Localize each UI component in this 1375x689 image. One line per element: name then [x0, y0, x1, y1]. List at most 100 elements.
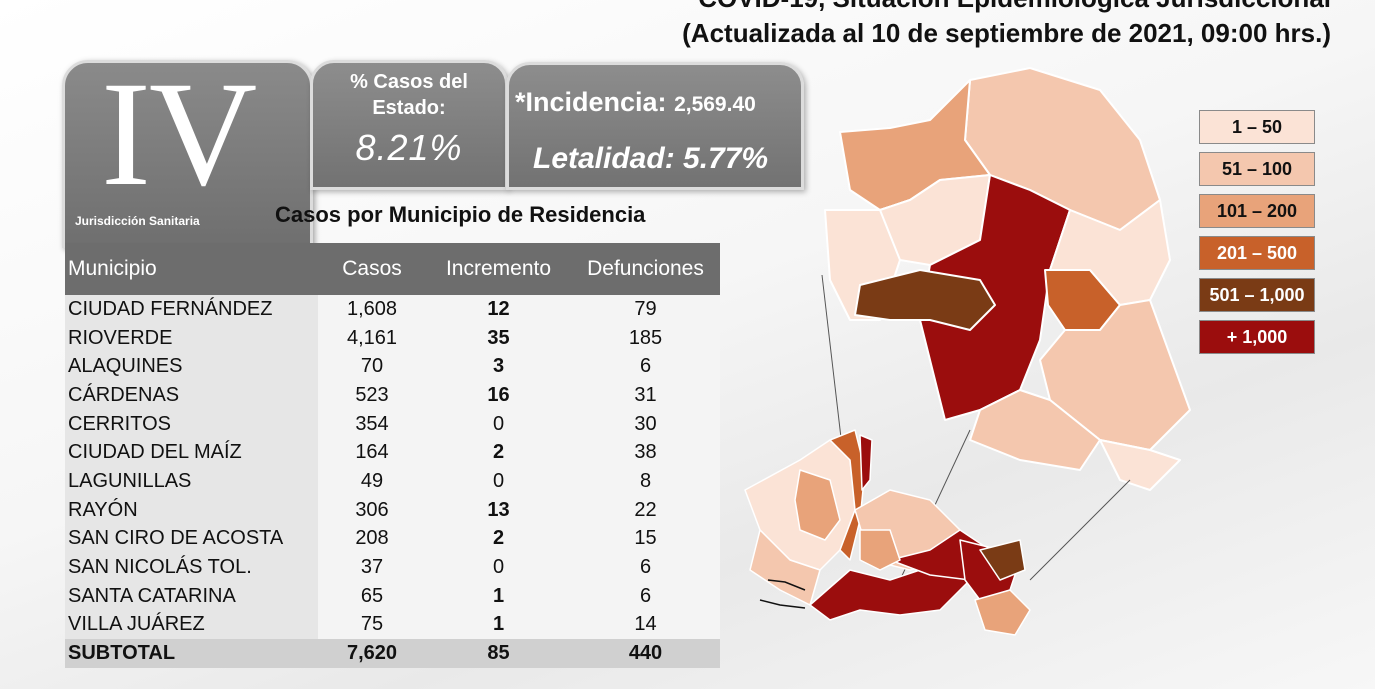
incremento-cell: 3: [426, 352, 571, 382]
table-row: CIUDAD DEL MAÍZ 164 2 38: [65, 438, 720, 468]
subtotal-defunciones: 440: [571, 639, 720, 668]
defunciones-cell: 185: [571, 323, 720, 353]
legend-item: 501 – 1,000: [1199, 278, 1315, 312]
jurisdiction-numeral: IV: [101, 51, 257, 217]
map-region-southeast: [1039, 299, 1191, 451]
defunciones-cell: 8: [571, 467, 720, 496]
municipio-cell: LAGUNILLAS: [65, 467, 318, 496]
municipio-cell: RAYÓN: [65, 495, 318, 525]
subtotal-row: SUBTOTAL 7,620 85 440: [65, 639, 720, 668]
state-percentage-label: % Casos del Estado:: [313, 69, 505, 121]
table-row: LAGUNILLAS 49 0 8: [65, 467, 720, 496]
incremento-cell: 0: [426, 409, 571, 439]
map-region-south: [969, 389, 1101, 471]
defunciones-cell: 30: [571, 409, 720, 439]
table-row: SANTA CATARINA 65 1 6: [65, 581, 720, 611]
municipio-cell: RIOVERDE: [65, 323, 318, 353]
map-road-1: [767, 579, 806, 591]
header-incremento: Incremento: [426, 243, 571, 295]
map-region-fernandez: [854, 269, 996, 331]
map-state-center: [829, 429, 866, 561]
incremento-cell: 1: [426, 581, 571, 611]
subtotal-casos: 7,620: [318, 639, 426, 668]
incremento-cell: 12: [426, 295, 571, 324]
municipio-cell: CIUDAD DEL MAÍZ: [65, 438, 318, 468]
municipio-cell: SAN CIRO DE ACOSTA: [65, 524, 318, 554]
header-defunciones: Defunciones: [571, 243, 720, 295]
subtotal-label: SUBTOTAL: [65, 639, 318, 668]
municipio-cell: SANTA CATARINA: [65, 581, 318, 611]
casos-cell: 306: [318, 495, 426, 525]
table-header-row: Municipio Casos Incremento Defunciones: [65, 243, 720, 295]
incidence-card: *Incidencia: 2,569.40 Letalidad: 5.77%: [506, 62, 804, 190]
table-row: CERRITOS 354 0 30: [65, 409, 720, 439]
defunciones-cell: 14: [571, 610, 720, 640]
municipio-cell: CIUDAD FERNÁNDEZ: [65, 295, 318, 324]
municipio-cell: VILLA JUÁREZ: [65, 610, 318, 640]
map-connector-right: [1029, 479, 1131, 581]
casos-cell: 523: [318, 381, 426, 410]
casos-cell: 49: [318, 467, 426, 496]
table-row: CIUDAD FERNÁNDEZ 1,608 12 79: [65, 295, 720, 324]
defunciones-cell: 79: [571, 295, 720, 324]
municipio-cell: CÁRDENAS: [65, 381, 318, 410]
incremento-cell: 0: [426, 467, 571, 496]
municipio-cell: CERRITOS: [65, 409, 318, 439]
casos-cell: 1,608: [318, 295, 426, 324]
incremento-cell: 16: [426, 381, 571, 410]
table-row: VILLA JUÁREZ 75 1 14: [65, 610, 720, 640]
incremento-cell: 2: [426, 524, 571, 554]
incremento-cell: 0: [426, 553, 571, 582]
subtotal-incremento: 85: [426, 639, 571, 668]
incremento-cell: 35: [426, 323, 571, 353]
page-title-line1: COVID-19, Situación Epidemiológica Juris…: [698, 0, 1331, 13]
map-state-strip: [859, 434, 873, 491]
state-percentage-label-line2: Estado:: [372, 97, 446, 119]
page-title-line2: (Actualizada al 10 de septiembre de 2021…: [682, 18, 1331, 48]
casos-cell: 37: [318, 553, 426, 582]
map-state-far-east: [974, 589, 1031, 636]
incidence-value: 2,569.40: [674, 93, 756, 116]
incremento-cell: 1: [426, 610, 571, 640]
municipio-cell: SAN NICOLÁS TOL.: [65, 553, 318, 582]
header-casos: Casos: [318, 243, 426, 295]
legend-item: 51 – 100: [1199, 152, 1315, 186]
state-percentage-card: % Casos del Estado: 8.21%: [310, 60, 508, 190]
state-percentage-label-line1: % Casos del: [350, 71, 468, 93]
map-road-2: [759, 599, 806, 609]
casos-cell: 65: [318, 581, 426, 611]
casos-cell: 164: [318, 438, 426, 468]
casos-cell: 70: [318, 352, 426, 382]
legend-item: 101 – 200: [1199, 194, 1315, 228]
jurisdiction-subtitle: Jurisdicción Sanitaria: [75, 214, 200, 228]
legend-item: 201 – 500: [1199, 236, 1315, 270]
lethality-value: Letalidad: 5.77%: [533, 142, 769, 175]
table-body: CIUDAD FERNÁNDEZ 1,608 12 79 RIOVERDE 4,161 35…: [65, 295, 720, 668]
incidence-label: *Incidencia:: [515, 87, 667, 117]
table-row: RIOVERDE 4,161 35 185: [65, 323, 720, 353]
defunciones-cell: 6: [571, 553, 720, 582]
defunciones-cell: 6: [571, 352, 720, 382]
incremento-cell: 13: [426, 495, 571, 525]
table-row: CÁRDENAS 523 16 31: [65, 381, 720, 410]
table-row: SAN CIRO DE ACOSTA 208 2 15: [65, 524, 720, 554]
casos-cell: 208: [318, 524, 426, 554]
table-row: SAN NICOLÁS TOL. 37 0 6: [65, 553, 720, 582]
table-row: ALAQUINES 70 3 6: [65, 352, 720, 382]
municipio-cell: ALAQUINES: [65, 352, 318, 382]
header-municipio: Municipio: [65, 243, 318, 295]
legend-item: + 1,000: [1199, 320, 1315, 354]
legend-item: 1 – 50: [1199, 110, 1315, 144]
casos-cell: 354: [318, 409, 426, 439]
state-percentage-value: 8.21%: [355, 127, 463, 168]
casos-cell: 75: [318, 610, 426, 640]
jurisdiction-map: [744, 67, 1191, 636]
map-state-east2: [979, 539, 1026, 581]
cases-table: Municipio Casos Incremento Defunciones C…: [65, 243, 720, 668]
defunciones-cell: 38: [571, 438, 720, 468]
jurisdiction-badge: IV Jurisdicción Sanitaria: [62, 51, 313, 248]
defunciones-cell: 15: [571, 524, 720, 554]
table-row: RAYÓN 306 13 22: [65, 495, 720, 525]
incidence-line: *Incidencia: 2,569.40: [515, 87, 756, 118]
map-state-center2: [794, 469, 841, 541]
